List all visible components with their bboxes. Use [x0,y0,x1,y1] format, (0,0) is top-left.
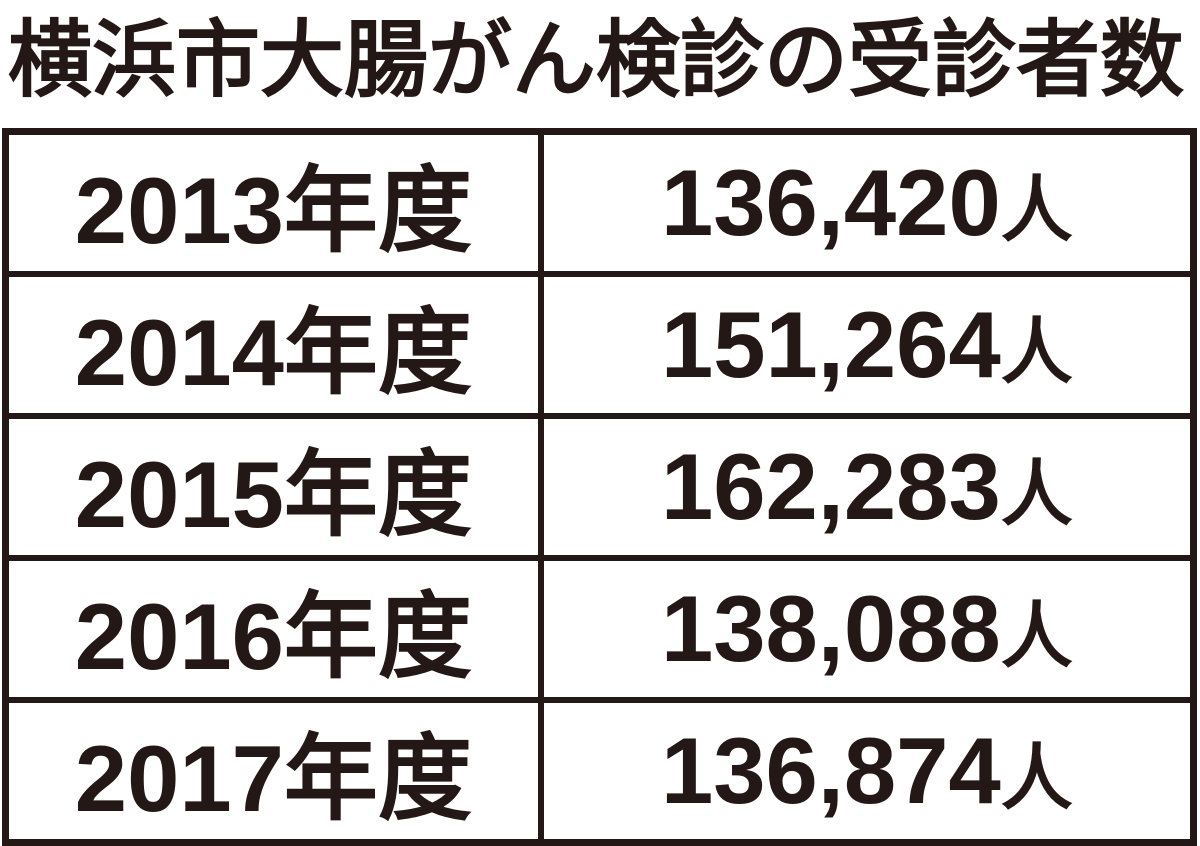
count-unit: 人 [1000,739,1073,819]
page-title: 横浜市大腸がん検診の受診者数 [8,13,1185,107]
year-cell: 2014年度 [2,271,544,419]
count-unit: 人 [1000,455,1073,535]
table-row: 2017年度 136,874人 [2,697,1197,846]
count-value: 151,264 [660,292,1001,397]
count-value: 136,874 [660,718,1001,823]
year-cell: 2013年度 [2,128,544,277]
count-cell: 151,264人 [537,271,1197,419]
year-label: 2016年度 [74,584,472,689]
table-row: 2016年度 138,088人 [2,555,1197,703]
table-row: 2014年度 151,264人 [2,271,1197,419]
year-label: 2014年度 [74,300,472,405]
count-cell: 138,088人 [537,555,1197,703]
count-unit: 人 [1000,597,1073,677]
table-row: 2015年度 162,283人 [2,413,1197,561]
year-label: 2015年度 [74,442,472,547]
screening-table: 2013年度 136,420人 2014年度 151,264人 2015年度 [2,128,1197,846]
year-cell: 2015年度 [2,413,544,561]
count-cell: 136,874人 [537,697,1197,846]
year-cell: 2016年度 [2,555,544,703]
table-row: 2013年度 136,420人 [2,128,1197,277]
count-unit: 人 [1000,313,1073,393]
count-value: 162,283 [660,434,1001,539]
count-unit: 人 [1000,171,1073,251]
year-label: 2013年度 [74,158,472,263]
count-value: 136,420 [660,150,1001,255]
count-cell: 136,420人 [537,128,1197,277]
year-label: 2017年度 [74,726,472,831]
year-cell: 2017年度 [2,697,544,846]
count-value: 138,088 [660,576,1001,681]
screening-infographic: 横浜市大腸がん検診の受診者数 2013年度 136,420人 2014年度 15… [2,13,1197,846]
count-cell: 162,283人 [537,413,1197,561]
